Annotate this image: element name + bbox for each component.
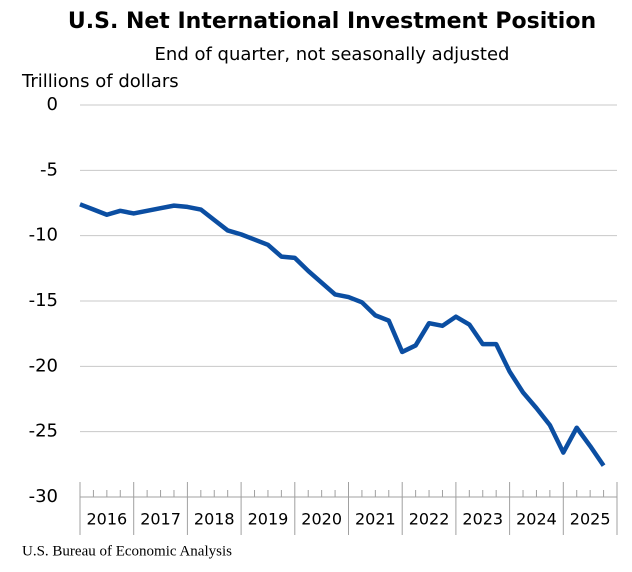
y-tick-label: -10 (29, 225, 58, 246)
chart-subtitle: End of quarter, not seasonally adjusted (155, 44, 510, 65)
x-tick-label: 2016 (86, 510, 127, 529)
y-tick-label: 0 (47, 94, 58, 115)
y-tick-label: -15 (29, 290, 58, 311)
x-tick-label: 2017 (140, 510, 181, 529)
y-tick-label: -30 (29, 486, 58, 507)
x-tick-label: 2023 (462, 510, 503, 529)
x-tick-label: 2018 (194, 510, 235, 529)
y-tick-label: -5 (40, 159, 58, 180)
x-tick-label: 2020 (301, 510, 342, 529)
x-tick-label: 2024 (516, 510, 557, 529)
x-tick-label: 2019 (248, 510, 289, 529)
y-tick-label: -20 (29, 355, 58, 376)
x-tick-label: 2025 (570, 510, 611, 529)
x-tick-label: 2021 (355, 510, 396, 529)
y-tick-label: -25 (29, 421, 58, 442)
data-line (79, 202, 606, 467)
source: U.S. Bureau of Economic Analysis (22, 543, 232, 559)
x-tick-label: 2022 (409, 510, 450, 529)
chart-title: U.S. Net International Investment Positi… (68, 9, 596, 34)
y-axis-label: Trillions of dollars (21, 71, 179, 92)
